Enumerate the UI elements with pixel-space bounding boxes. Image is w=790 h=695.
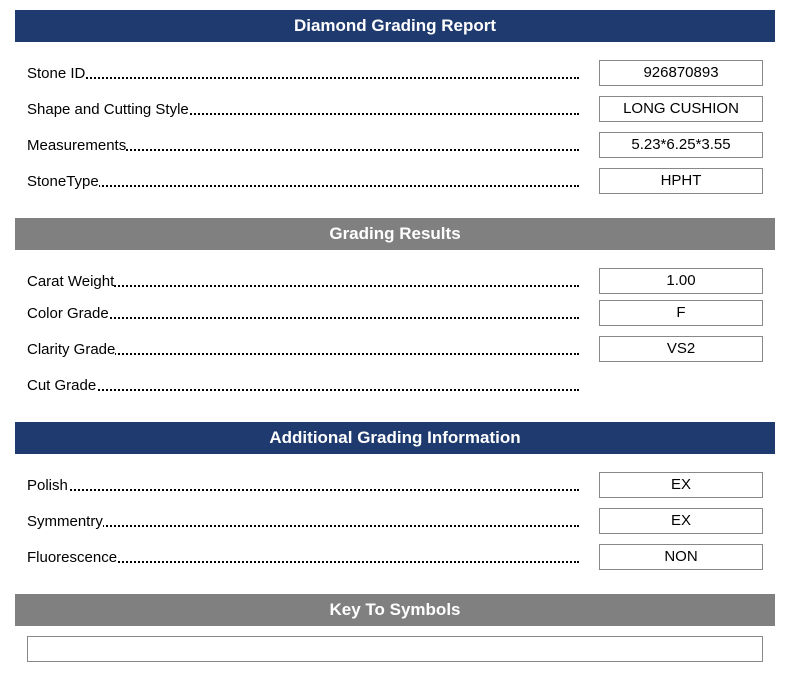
symbols-box [27,636,763,662]
label-symmetry: Symmentry [27,513,587,530]
row-clarity-grade: Clarity Grade VS2 [27,336,763,362]
section-header-main: Diamond Grading Report [15,10,775,42]
section-header-additional: Additional Grading Information [15,422,775,454]
label-clarity-grade: Clarity Grade [27,341,587,358]
row-shape: Shape and Cutting Style LONG CUSHION [27,96,763,122]
row-measurements: Measurements 5.23*6.25*3.55 [27,132,763,158]
row-fluorescence: Fluorescence NON [27,544,763,570]
section-title-symbols: Key To Symbols [330,600,461,619]
row-symmetry: Symmentry EX [27,508,763,534]
section-header-grading: Grading Results [15,218,775,250]
label-shape: Shape and Cutting Style [27,101,587,118]
section-body-main: Stone ID 926870893 Shape and Cutting Sty… [15,60,775,218]
row-stone-type: StoneType HPHT [27,168,763,194]
row-cut-grade: Cut Grade [27,372,763,398]
label-stone-id: Stone ID [27,65,587,82]
label-measurements: Measurements [27,137,587,154]
label-fluorescence: Fluorescence [27,549,587,566]
value-symmetry: EX [599,508,763,534]
row-color-grade: Color Grade F [27,300,763,326]
row-carat-weight: Carat Weight 1.00 [27,268,763,294]
label-polish: Polish [27,477,587,494]
section-body-additional: Polish EX Symmentry EX Fluorescence NON [15,472,775,594]
value-color-grade: F [599,300,763,326]
label-color-grade: Color Grade [27,305,587,322]
label-stone-type: StoneType [27,173,587,190]
value-shape: LONG CUSHION [599,96,763,122]
section-title-additional: Additional Grading Information [269,428,520,447]
report-container: Diamond Grading Report Stone ID 92687089… [15,10,775,662]
value-polish: EX [599,472,763,498]
value-clarity-grade: VS2 [599,336,763,362]
value-stone-type: HPHT [599,168,763,194]
label-cut-grade: Cut Grade [27,377,587,394]
value-fluorescence: NON [599,544,763,570]
section-body-grading: Carat Weight 1.00 Color Grade F Clarity … [15,268,775,422]
section-title-main: Diamond Grading Report [294,16,496,35]
value-stone-id: 926870893 [599,60,763,86]
label-carat-weight: Carat Weight [27,273,587,290]
row-polish: Polish EX [27,472,763,498]
section-header-symbols: Key To Symbols [15,594,775,626]
section-title-grading: Grading Results [329,224,460,243]
value-measurements: 5.23*6.25*3.55 [599,132,763,158]
value-carat-weight: 1.00 [599,268,763,294]
row-stone-id: Stone ID 926870893 [27,60,763,86]
